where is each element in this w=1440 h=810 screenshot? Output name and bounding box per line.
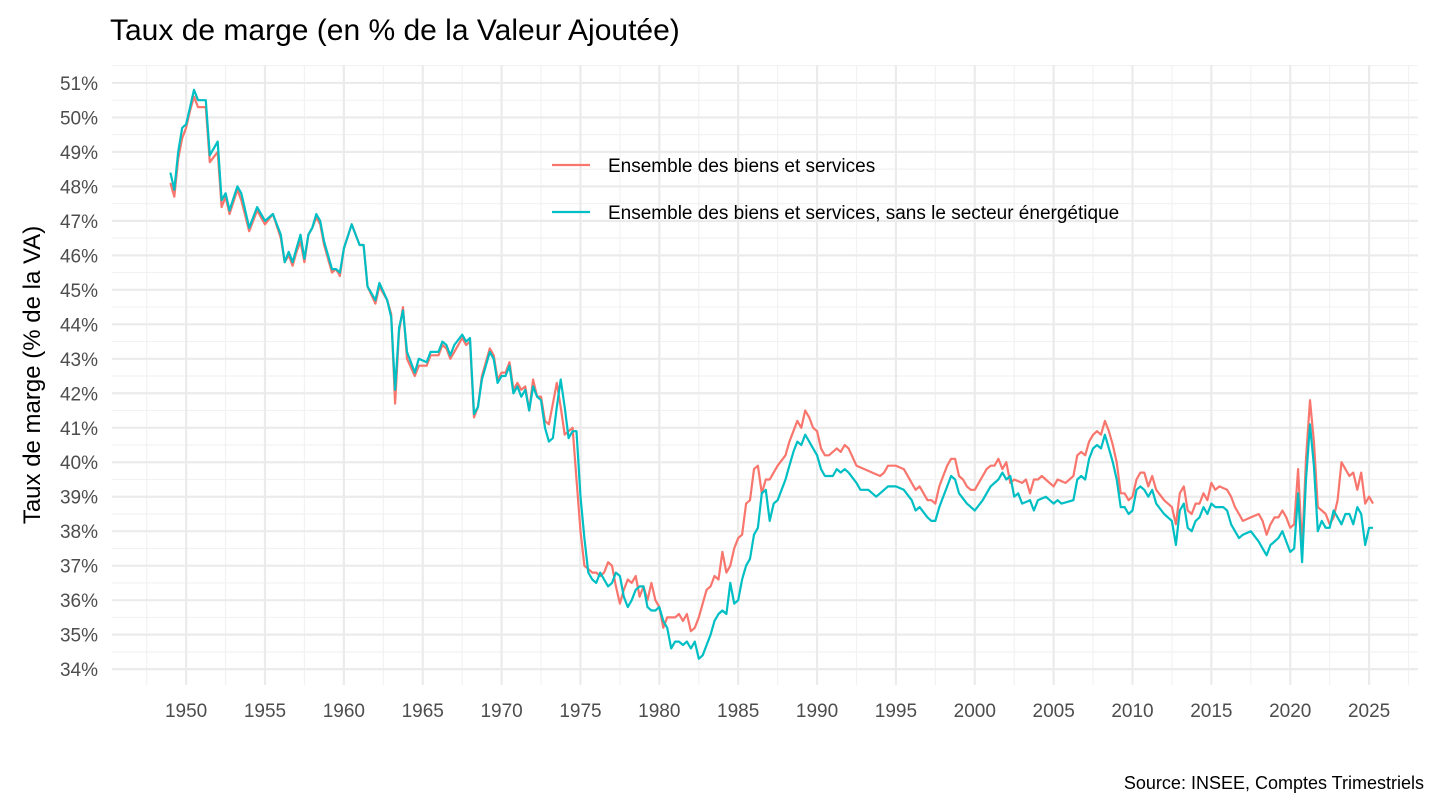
y-tick-label: 41% xyxy=(60,419,98,440)
x-tick-label: 1985 xyxy=(717,701,759,722)
x-tick-label: 1965 xyxy=(402,701,444,722)
grid xyxy=(112,65,1418,685)
x-axis-ticks: 1950 1955 1960 1965 1970 1975 1980 1985 1990 1995… xyxy=(165,701,1390,722)
y-tick-label: 34% xyxy=(60,660,98,681)
x-tick-label: 1980 xyxy=(638,701,680,722)
y-axis-ticks: 34% 35% 36% 37% 38% 39% 40% 41% 42% 43% 44% 45% 46% 4… xyxy=(60,74,98,681)
x-tick-label: 2000 xyxy=(954,701,996,722)
y-tick-label: 46% xyxy=(60,246,98,267)
y-tick-label: 44% xyxy=(60,315,98,336)
x-tick-label: 2015 xyxy=(1190,701,1232,722)
series-line-2 xyxy=(169,88,1373,660)
y-tick-label: 42% xyxy=(60,384,98,405)
legend: Ensemble des biens et services Ensemble d… xyxy=(552,156,1119,224)
x-tick-label: 1950 xyxy=(165,701,207,722)
y-tick-label: 51% xyxy=(60,74,98,95)
x-tick-label: 1955 xyxy=(244,701,286,722)
legend-label-1: Ensemble des biens et services xyxy=(608,156,875,177)
y-tick-label: 47% xyxy=(60,212,98,233)
y-tick-label: 38% xyxy=(60,522,98,543)
x-tick-label: 2005 xyxy=(1033,701,1075,722)
x-tick-label: 2010 xyxy=(1111,701,1153,722)
y-tick-label: 50% xyxy=(60,108,98,129)
series-lines xyxy=(169,88,1374,660)
y-axis-label: Taux de marge (% de la VA) xyxy=(19,226,46,524)
y-tick-label: 48% xyxy=(60,177,98,198)
x-tick-label: 2025 xyxy=(1348,701,1390,722)
x-tick-label: 1960 xyxy=(323,701,365,722)
source-caption: Source: INSEE, Comptes Trimestriels xyxy=(1124,773,1424,793)
x-tick-label: 1990 xyxy=(796,701,838,722)
y-tick-label: 49% xyxy=(60,143,98,164)
x-tick-label: 1975 xyxy=(559,701,601,722)
x-tick-label: 2020 xyxy=(1269,701,1311,722)
y-tick-label: 36% xyxy=(60,591,98,612)
x-tick-label: 1995 xyxy=(875,701,917,722)
y-tick-label: 45% xyxy=(60,281,98,302)
legend-label-2: Ensemble des biens et services, sans le … xyxy=(608,203,1119,224)
y-tick-label: 40% xyxy=(60,453,98,474)
y-tick-label: 35% xyxy=(60,626,98,647)
y-tick-label: 43% xyxy=(60,350,98,371)
x-tick-label: 1970 xyxy=(480,701,522,722)
y-tick-label: 37% xyxy=(60,557,98,578)
chart-title: Taux de marge (en % de la Valeur Ajoutée… xyxy=(110,14,680,47)
y-tick-label: 39% xyxy=(60,488,98,509)
